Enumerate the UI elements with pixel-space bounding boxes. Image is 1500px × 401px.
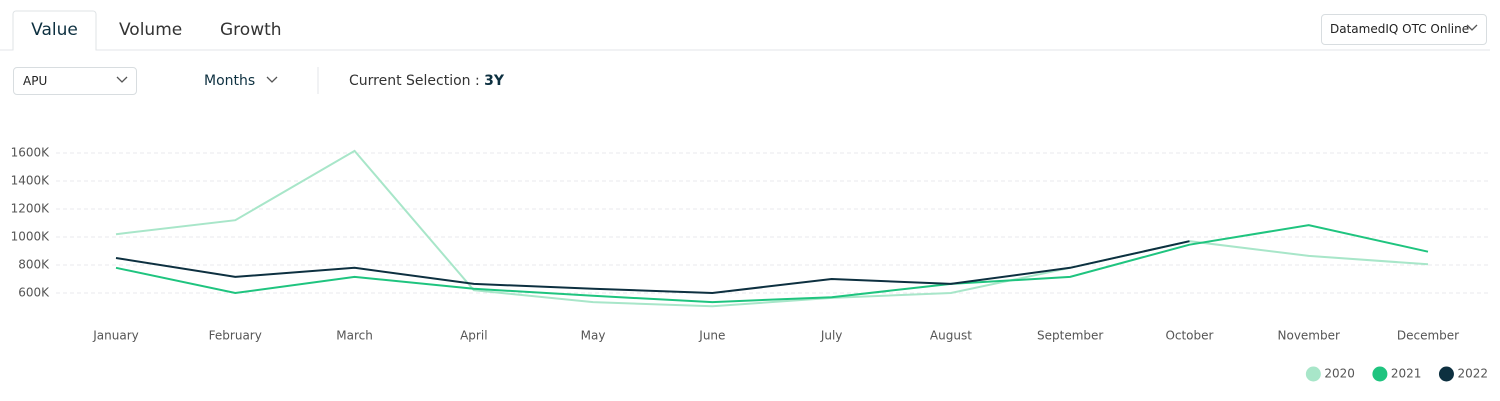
legend-swatch[interactable] [1372, 366, 1388, 382]
tab[interactable]: Value [31, 20, 78, 40]
current-selection: Current Selection : 3Y [349, 67, 504, 95]
active-tab-border [12, 10, 97, 50]
legend-swatch[interactable] [1305, 366, 1321, 382]
x-tick-label: April [460, 329, 487, 343]
y-tick-label: 1000K [11, 230, 51, 244]
x-tick-label: February [209, 329, 262, 343]
y-tick-label: 1200K [11, 202, 51, 216]
tab[interactable]: Volume [119, 20, 183, 40]
x-tick-label: June [698, 329, 725, 343]
dropdown-label: DatamedIQ OTC Online [1330, 22, 1470, 36]
legend-swatch[interactable] [1438, 366, 1454, 382]
x-tick-label: July [820, 329, 843, 343]
x-tick-label: August [930, 329, 972, 343]
y-tick-label: 1400K [11, 174, 51, 188]
x-tick-label: November [1278, 329, 1340, 343]
chevron [1466, 24, 1478, 31]
y-tick-label: 800K [18, 258, 50, 272]
legend-label[interactable]: 2022 [1457, 367, 1488, 381]
selection-value: 3Y [484, 73, 505, 89]
dropdown-label: APU [23, 74, 48, 88]
chevron [266, 76, 278, 83]
series-line [115, 224, 1429, 304]
y-tick-label: 600K [18, 286, 50, 300]
tab[interactable]: Growth [220, 20, 282, 40]
x-tick-label: January [92, 329, 139, 343]
x-tick-label: May [581, 329, 606, 343]
series-line [115, 149, 1429, 308]
legend-label[interactable]: 2021 [1391, 367, 1422, 381]
x-tick-label: October [1165, 329, 1213, 343]
metric-dropdown[interactable]: APU [13, 67, 137, 95]
source-dropdown[interactable]: DatamedIQ OTC Online [1321, 14, 1487, 45]
series-line [115, 240, 1190, 295]
chevron [116, 76, 128, 83]
legend-label[interactable]: 2020 [1324, 367, 1355, 381]
x-tick-label: March [336, 329, 373, 343]
period-dropdown[interactable]: Months [204, 73, 256, 89]
x-tick-label: September [1037, 329, 1103, 343]
y-tick-label: 1600K [11, 146, 51, 160]
selection-label: Current Selection : [349, 73, 480, 89]
x-tick-label: December [1397, 329, 1459, 343]
